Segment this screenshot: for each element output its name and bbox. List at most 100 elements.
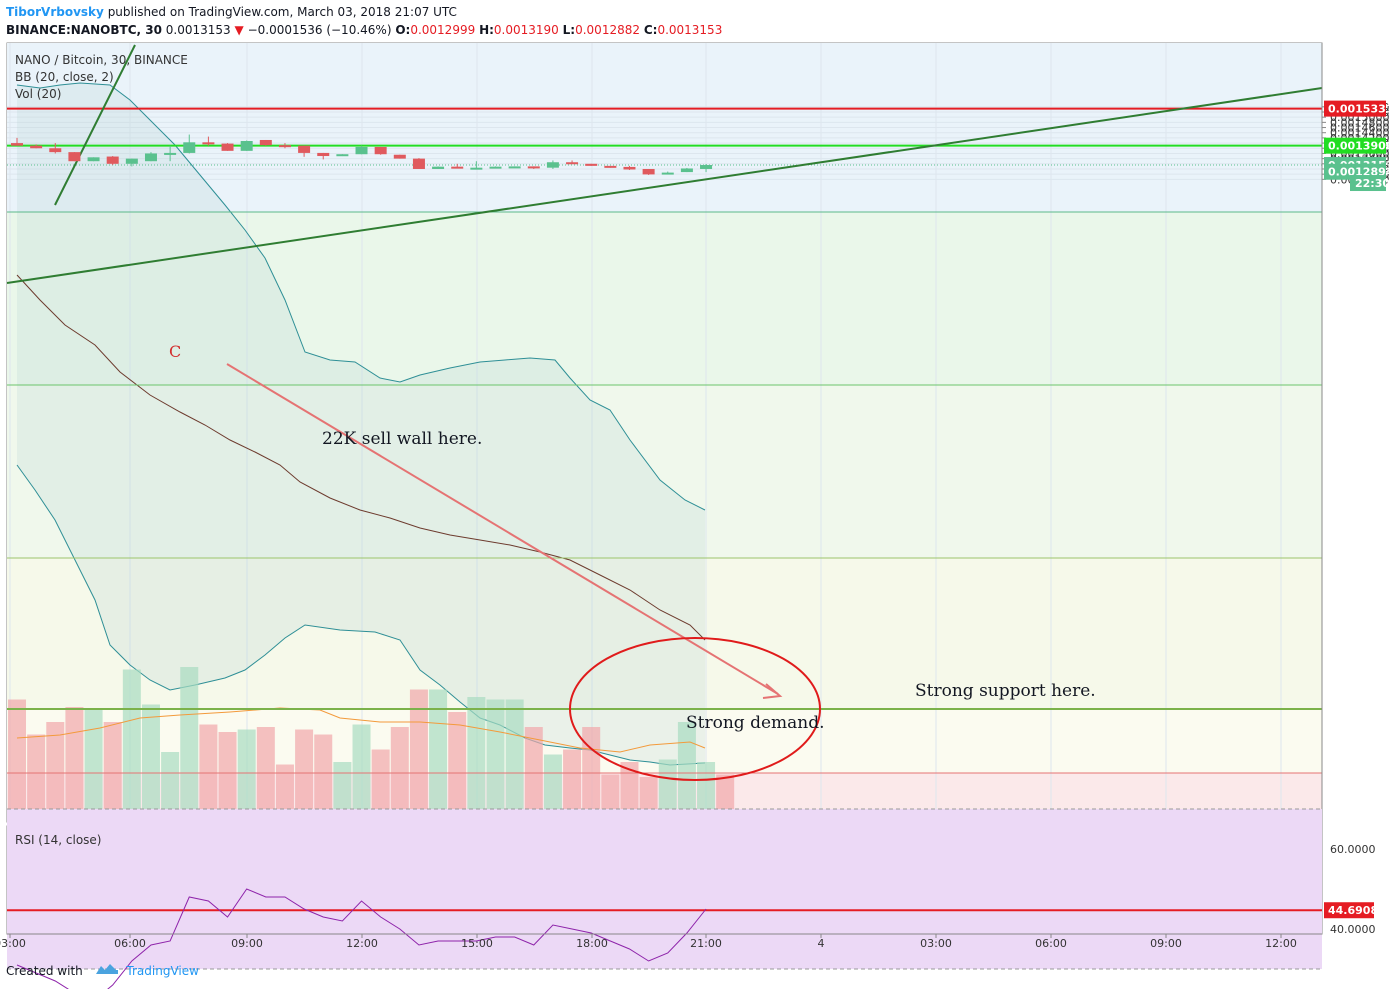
price-change: −0.0001536 (−10.46%) [247, 23, 392, 37]
created-with-label: Created with [6, 964, 83, 978]
candle-body [585, 163, 598, 166]
volume-bar [677, 722, 696, 822]
rsi-line [16, 888, 707, 989]
candles [11, 134, 713, 175]
rsi-band [7, 809, 1322, 969]
zone-yellow [7, 558, 1322, 709]
time-tick-label: 12:00 [1265, 937, 1297, 950]
volume-bar [161, 752, 180, 822]
bb-fill [17, 83, 705, 765]
close-label: C: [643, 23, 658, 37]
volume-bar [65, 707, 84, 822]
volume-bar [390, 727, 409, 822]
time-tick-label: 09:00 [231, 937, 263, 950]
support-annotation: Strong support here. [915, 681, 1096, 701]
volume-bar [122, 669, 141, 822]
candle-body [298, 145, 311, 153]
candle-body [221, 143, 234, 151]
footer: Created with TradingView [6, 962, 199, 981]
time-tick-label: 18:00 [576, 937, 608, 950]
candle-body [164, 152, 177, 155]
down-arrow-icon: ▼ [234, 23, 244, 37]
zone-green-1 [7, 212, 1322, 385]
publish-header: TiborVrbovsky published on TradingView.c… [6, 4, 457, 20]
candle-body [527, 166, 540, 169]
high-label: H: [479, 23, 494, 37]
volume-bar [237, 729, 256, 822]
time-tick-label: 06:00 [1035, 937, 1067, 950]
candle-body [642, 168, 655, 175]
candle-body [49, 148, 62, 153]
candle-body [278, 145, 291, 148]
candle-body [183, 142, 196, 153]
volume-bar [524, 727, 543, 822]
candle-body [202, 142, 215, 145]
demand-annotation: Strong demand. [686, 713, 825, 733]
candle-body [374, 146, 387, 155]
rsi-value-label: 44.6908 [1328, 904, 1378, 917]
candle-body [317, 152, 330, 157]
time-tick-label: 21:00 [690, 937, 722, 950]
candle-body [106, 156, 119, 164]
volume-bar [180, 667, 199, 822]
rsi-tick-label: 40.0000 [1330, 923, 1376, 936]
candle-body [508, 166, 521, 169]
rsi-legend: RSI (14, close) [15, 833, 101, 847]
tradingview-link[interactable]: TradingView [126, 964, 199, 978]
candle-body [144, 153, 157, 162]
trend-line-steep [54, 44, 136, 206]
close-value: 0.0013153 [657, 23, 723, 37]
open-value: 0.0012999 [410, 23, 476, 37]
candle-body [336, 154, 349, 157]
volume-bar [141, 704, 160, 822]
time-tick-label: 06:00 [114, 937, 146, 950]
candle-body [470, 167, 483, 170]
candle-body [87, 157, 100, 162]
candle-body [412, 158, 425, 169]
published-info: published on TradingView.com, March 03, … [107, 5, 457, 19]
time-tick-label: 03:00 [0, 937, 26, 950]
time-tick-label: 03:00 [920, 937, 952, 950]
volume-bar [103, 722, 122, 822]
candle-body [680, 168, 693, 173]
time-tick-label: 09:00 [1150, 937, 1182, 950]
candle-body [489, 166, 502, 169]
demand-circle [569, 637, 821, 781]
volume-bar [582, 727, 601, 822]
volume-bar [467, 697, 486, 822]
volume-bar [275, 764, 294, 822]
volume-bar [8, 699, 26, 822]
tradingview-logo-icon [95, 962, 119, 981]
candle-body [546, 162, 559, 168]
volume-bar [371, 749, 390, 822]
author-name[interactable]: TiborVrbovsky [6, 5, 104, 19]
price-tag-label: 0.0015331 [1328, 103, 1393, 116]
legend-bb: BB (20, close, 2) [15, 70, 114, 84]
volume-bar [543, 754, 562, 822]
volume-bar [256, 727, 275, 822]
candle-body [393, 154, 406, 159]
price-tag [1324, 137, 1386, 154]
low-value: 0.0012882 [575, 23, 640, 37]
volume-bar [46, 722, 65, 822]
candle-body [30, 145, 43, 149]
sell-wall-annotation: 22K sell wall here. [322, 429, 482, 449]
volume-bars [8, 667, 735, 822]
price-tick-label: 0.0014600 [1330, 122, 1390, 135]
volume-bar [314, 734, 333, 822]
volume-ma-line [16, 707, 706, 753]
bb-basis-line [16, 274, 706, 641]
legend-vol: Vol (20) [15, 87, 61, 101]
rsi-tick-label: 60.0000 [1330, 843, 1376, 856]
volume-bar [218, 732, 237, 822]
countdown-tag [1350, 175, 1386, 192]
trend-line-rising [6, 87, 1323, 284]
candle-body [566, 162, 579, 165]
candle-body [432, 166, 445, 169]
volume-bar [295, 729, 314, 822]
candle-body [700, 165, 713, 169]
price-tag-label: 0.0013900 [1328, 140, 1393, 153]
arrow-head-icon [762, 683, 783, 699]
volume-bar [620, 762, 639, 822]
